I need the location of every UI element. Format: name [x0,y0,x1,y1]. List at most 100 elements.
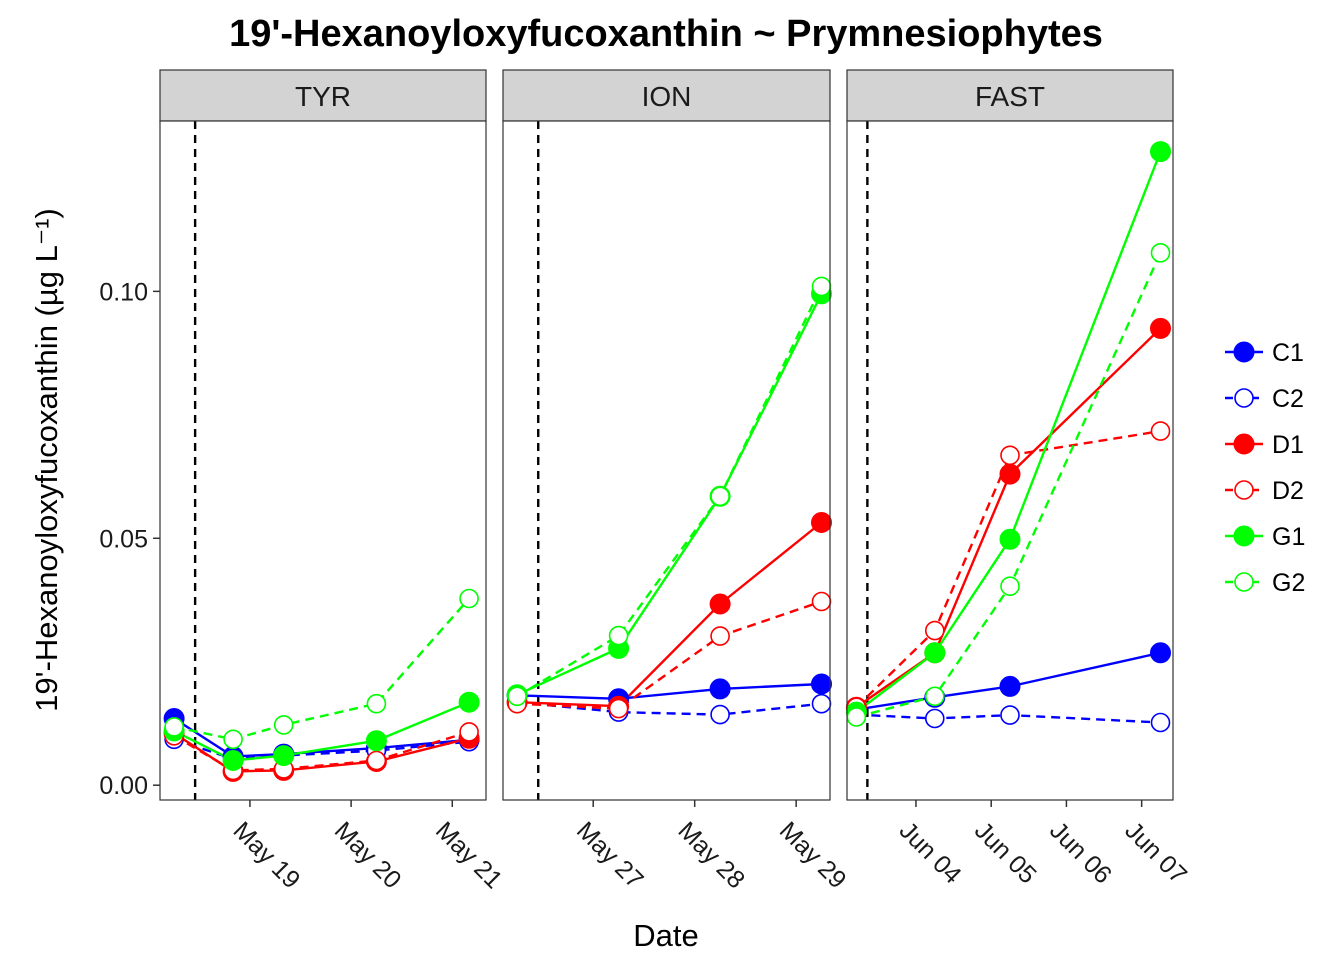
x-tick-label: May 27 [571,816,649,894]
chart-title: 19'-Hexanoyloxyfucoxanthin ~ Prymnesioph… [229,13,1103,55]
strip-label: FAST [975,81,1045,112]
x-tick-label: May 28 [672,816,750,894]
legend-item-c1: C1 [1225,339,1304,367]
y-tick-label: 0.10 [99,278,148,306]
data-point-g2 [273,715,294,735]
data-point-d2 [608,698,629,719]
strip-label: ION [642,81,692,112]
x-tick-label: May 19 [228,816,306,894]
data-point-c2 [710,704,730,725]
legend-marker [1233,433,1255,455]
data-point-g1 [924,642,946,664]
legend-label: C2 [1272,385,1304,413]
panels: 0.00 0.05 0.10 TYR May 19 May 20 May 21 ION May … [99,69,1192,894]
series-line-g1 [516,293,823,696]
series-line-c1 [856,651,1161,711]
legend-item-d2: D2 [1225,477,1304,505]
legend-item-g1: G1 [1225,523,1305,551]
data-point-d1 [1150,317,1171,339]
data-point-d1 [709,593,731,615]
data-point-d2 [811,591,832,612]
panel-background [160,121,486,800]
data-point-g2 [164,717,184,737]
series-line-g2 [516,285,823,698]
data-point-d1 [811,512,832,533]
legend-marker [1234,572,1254,592]
x-tick-label: May 21 [430,816,508,894]
data-point-g2 [1150,243,1171,263]
strip-background [846,69,1174,122]
legend-marker [1233,341,1255,363]
data-point-g2 [1000,576,1020,597]
data-point-c2 [811,693,832,714]
data-point-g2 [710,486,730,507]
data-point-d2 [1150,421,1171,441]
legend-item-c2: C2 [1225,385,1304,413]
data-point-g2 [608,625,629,646]
data-point-g2 [459,588,479,609]
data-point-d2 [366,750,387,771]
data-point-g1 [273,745,295,767]
panel-fast: FAST Jun 04 Jun 05 Jun 06 Jun 07 [845,69,1192,889]
y-axis-title: 19'-Hexanoyloxyfucoxanthin (µg L⁻¹) [29,208,64,712]
panel-background [503,121,830,800]
data-point-g1 [1150,141,1171,163]
panel-ion: ION May 27 May 28 May 29 [502,69,852,894]
series-line-d2 [517,600,822,710]
x-tick-label: Jun 04 [894,816,967,889]
data-point-c1 [1150,642,1171,664]
data-point-g1 [222,750,244,771]
data-point-c1 [709,678,731,700]
data-point-d2 [710,626,730,646]
series-line-d2 [173,730,470,772]
data-point-c2 [1000,705,1020,725]
panel-tyr: TYR May 19 May 20 May 21 [159,69,508,894]
y-tick-label: 0.00 [99,772,148,800]
legend-label: D2 [1272,477,1304,505]
data-point-c2 [1150,712,1171,733]
panel-border [846,120,1174,801]
series-line-g1 [855,151,1162,714]
legend-label: G1 [1272,523,1305,551]
data-point-d1 [999,463,1021,485]
legend-label: C1 [1272,339,1304,367]
data-point-g2 [811,276,832,297]
legend-marker [1234,388,1254,408]
data-point-g1 [999,528,1021,550]
data-point-g2 [223,729,243,750]
legend-item-g2: G2 [1225,569,1305,597]
series-line-c1 [517,682,822,701]
data-point-c1 [999,675,1021,697]
strip-label: TYR [295,81,351,112]
series-line-d2 [855,429,1161,709]
data-point-d2 [1000,445,1020,466]
x-tick-label: Jun 05 [969,816,1042,889]
data-point-g1 [458,691,480,713]
series-line-d1 [517,521,823,708]
data-point-c2 [924,708,945,729]
x-tick-label: May 29 [774,816,852,894]
strip-background [502,69,831,122]
x-tick-label: Jun 06 [1044,816,1117,889]
x-tick-label: May 20 [329,816,407,894]
legend: C1 C2 D1 D2 G1 G2 [1225,339,1305,597]
legend-marker [1234,480,1254,500]
y-tick-label: 0.05 [99,525,148,553]
panel-border [502,120,831,801]
data-point-d2 [459,722,479,742]
data-point-c1 [811,673,832,695]
strip-background [159,69,487,122]
x-axis-title: Date [633,918,698,953]
legend-label: G2 [1272,569,1305,597]
x-tick-label: Jun 07 [1119,816,1192,889]
legend-marker [1233,525,1255,547]
data-point-g2 [924,686,945,707]
data-point-g2 [366,693,387,714]
series-line-g2 [856,252,1162,719]
data-point-g2 [846,707,867,727]
series-line-c2 [856,713,1161,724]
legend-label: D1 [1272,431,1304,459]
series-line-d1 [855,327,1162,709]
data-point-g2 [507,686,527,707]
